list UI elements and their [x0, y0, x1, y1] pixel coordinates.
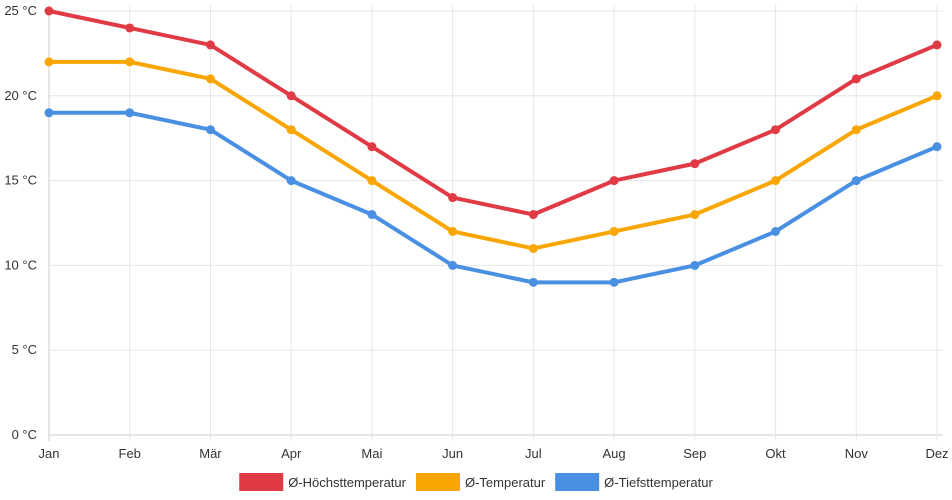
data-point[interactable] — [528, 243, 538, 253]
data-point[interactable] — [771, 176, 781, 186]
series-line — [47, 59, 939, 251]
legend-item[interactable]: Ø-Höchsttemperatur — [239, 473, 407, 491]
data-point[interactable] — [771, 125, 781, 135]
data-point[interactable] — [851, 125, 861, 135]
legend-item[interactable]: Ø-Tiefsttemperatur — [555, 473, 713, 491]
x-tick-label: Jan — [39, 446, 60, 461]
data-point[interactable] — [125, 108, 135, 118]
data-point[interactable] — [367, 176, 377, 186]
data-point[interactable] — [205, 40, 215, 50]
data-point[interactable] — [932, 40, 942, 50]
x-tick-label: Jun — [442, 446, 463, 461]
y-tick-label: 10 °C — [4, 257, 37, 272]
series-1 — [44, 57, 942, 253]
legend-item[interactable]: Ø-Temperatur — [415, 473, 546, 491]
data-point[interactable] — [932, 142, 942, 152]
y-tick-label: 20 °C — [4, 88, 37, 103]
data-point[interactable] — [286, 176, 296, 186]
legend-label: Ø-Höchsttemperatur — [288, 475, 406, 490]
data-point[interactable] — [690, 260, 700, 270]
data-point[interactable] — [367, 210, 377, 220]
data-point[interactable] — [44, 108, 54, 118]
x-tick-label: Jul — [525, 446, 542, 461]
legend-swatch — [415, 473, 460, 491]
data-point[interactable] — [609, 226, 619, 236]
data-point[interactable] — [528, 277, 538, 287]
data-point[interactable] — [205, 125, 215, 135]
data-point[interactable] — [609, 176, 619, 186]
grid — [48, 5, 943, 441]
data-point[interactable] — [771, 226, 781, 236]
series-0 — [44, 6, 942, 220]
data-point[interactable] — [690, 159, 700, 169]
legend-swatch — [555, 473, 600, 491]
data-point[interactable] — [448, 193, 458, 203]
y-tick-label: 0 °C — [12, 427, 37, 442]
x-tick-label: Feb — [119, 446, 141, 461]
data-point[interactable] — [205, 74, 215, 84]
data-point[interactable] — [609, 277, 619, 287]
x-tick-label: Nov — [845, 446, 869, 461]
legend-label: Ø-Tiefsttemperatur — [604, 475, 713, 490]
data-point[interactable] — [528, 210, 538, 220]
y-tick-label: 15 °C — [4, 173, 37, 188]
x-tick-label: Apr — [281, 446, 302, 461]
series-layer — [44, 6, 942, 287]
x-tick-label: Aug — [603, 446, 626, 461]
data-point[interactable] — [286, 91, 296, 101]
data-point[interactable] — [690, 210, 700, 220]
data-point[interactable] — [286, 125, 296, 135]
data-point[interactable] — [851, 176, 861, 186]
legend-swatch — [239, 473, 284, 491]
x-axis: Jan Feb Mär Apr Mai Jun Jul Aug Sep Okt Nov Dez — [39, 446, 949, 461]
series-line — [47, 9, 939, 217]
y-tick-label: 25 °C — [4, 3, 37, 18]
data-point[interactable] — [367, 142, 377, 152]
data-point[interactable] — [125, 23, 135, 33]
y-axis: 0 °C 5 °C 10 °C 15 °C 20 °C 25 °C — [4, 3, 37, 442]
data-point[interactable] — [932, 91, 942, 101]
data-point[interactable] — [448, 226, 458, 236]
x-tick-label: Mär — [199, 446, 222, 461]
data-point[interactable] — [125, 57, 135, 67]
data-point[interactable] — [44, 6, 54, 16]
legend-label: Ø-Temperatur — [465, 475, 546, 490]
series-2 — [44, 108, 942, 287]
y-tick-label: 5 °C — [12, 342, 37, 357]
x-tick-label: Okt — [765, 446, 786, 461]
x-tick-label: Mai — [361, 446, 382, 461]
x-tick-label: Dez — [925, 446, 948, 461]
data-point[interactable] — [851, 74, 861, 84]
legend: Ø-Höchsttemperatur Ø-Temperatur Ø-Tiefstte… — [239, 473, 713, 491]
data-point[interactable] — [448, 260, 458, 270]
data-point[interactable] — [44, 57, 54, 67]
x-tick-label: Sep — [683, 446, 706, 461]
series-line — [47, 110, 939, 285]
